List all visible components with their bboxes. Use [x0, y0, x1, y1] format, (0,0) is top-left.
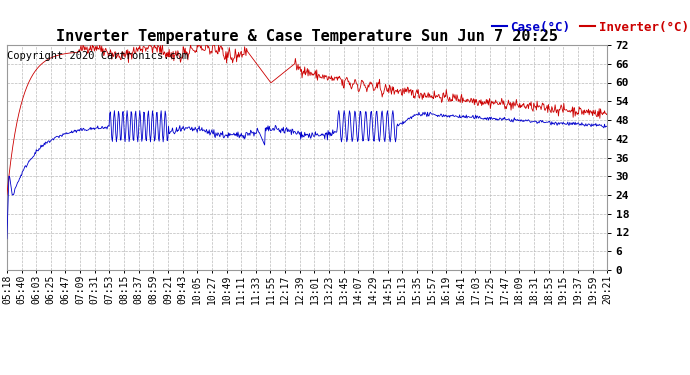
Text: Copyright 2020 Cartronics.com: Copyright 2020 Cartronics.com [7, 51, 188, 61]
Legend: Case(°C), Inverter(°C): Case(°C), Inverter(°C) [486, 16, 690, 39]
Title: Inverter Temperature & Case Temperature Sun Jun 7 20:25: Inverter Temperature & Case Temperature … [56, 29, 558, 44]
